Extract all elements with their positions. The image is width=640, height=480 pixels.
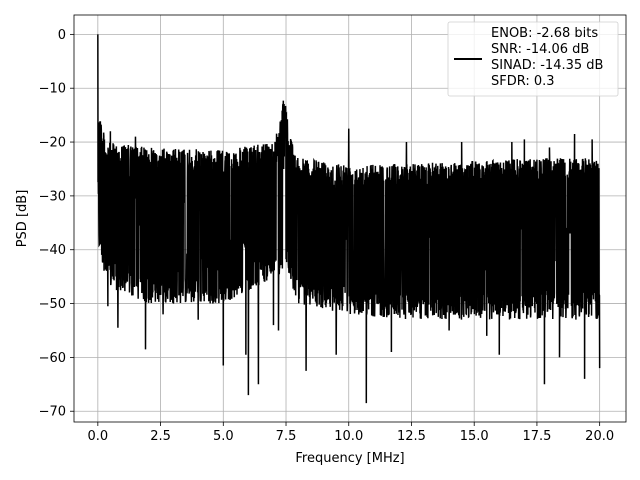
y-tick-label: −70 (39, 405, 66, 420)
x-tick-label: 15.0 (460, 429, 489, 444)
legend: ENOB: -2.68 bits SNR: -14.06 dB SINAD: -14… (447, 21, 619, 97)
psd-trace (97, 34, 601, 404)
y-tick-label: −60 (39, 351, 66, 366)
plot-data (97, 34, 601, 404)
legend-line: SNR: -14.06 dB (491, 42, 589, 57)
legend-line: SFDR: 0.3 (491, 74, 555, 89)
y-tick-label: 0 (58, 28, 66, 43)
x-tick-label: 5.0 (213, 429, 234, 444)
y-tick-label: −50 (39, 297, 66, 312)
legend-line: SINAD: -14.35 dB (491, 58, 603, 73)
y-tick-label: −30 (39, 189, 66, 204)
legend-label: ENOB: -2.68 bits SNR: -14.06 dB SINAD: -14… (491, 26, 603, 89)
x-tick-label: 2.5 (150, 429, 171, 444)
axes-frame (73, 14, 627, 423)
x-tick-label: 12.5 (397, 429, 426, 444)
y-axis-label: PSD [dB] (15, 190, 30, 248)
y-tick-label: −40 (39, 243, 66, 258)
ticks: 0.0 2.5 5.0 7.5 10.0 12.5 15.0 17.5 20.0 0 −10 −20 −… (39, 28, 615, 444)
x-tick-label: 7.5 (276, 429, 297, 444)
legend-line: ENOB: -2.68 bits (491, 26, 598, 41)
x-tick-label: 20.0 (585, 429, 614, 444)
x-axis-label: Frequency [MHz] (295, 451, 404, 466)
x-tick-label: 10.0 (334, 429, 363, 444)
legend-box (447, 21, 619, 97)
y-tick-label: −10 (39, 82, 66, 97)
x-tick-label: 17.5 (522, 429, 551, 444)
x-tick-label: 0.0 (87, 429, 108, 444)
y-tick-label: −20 (39, 136, 66, 151)
